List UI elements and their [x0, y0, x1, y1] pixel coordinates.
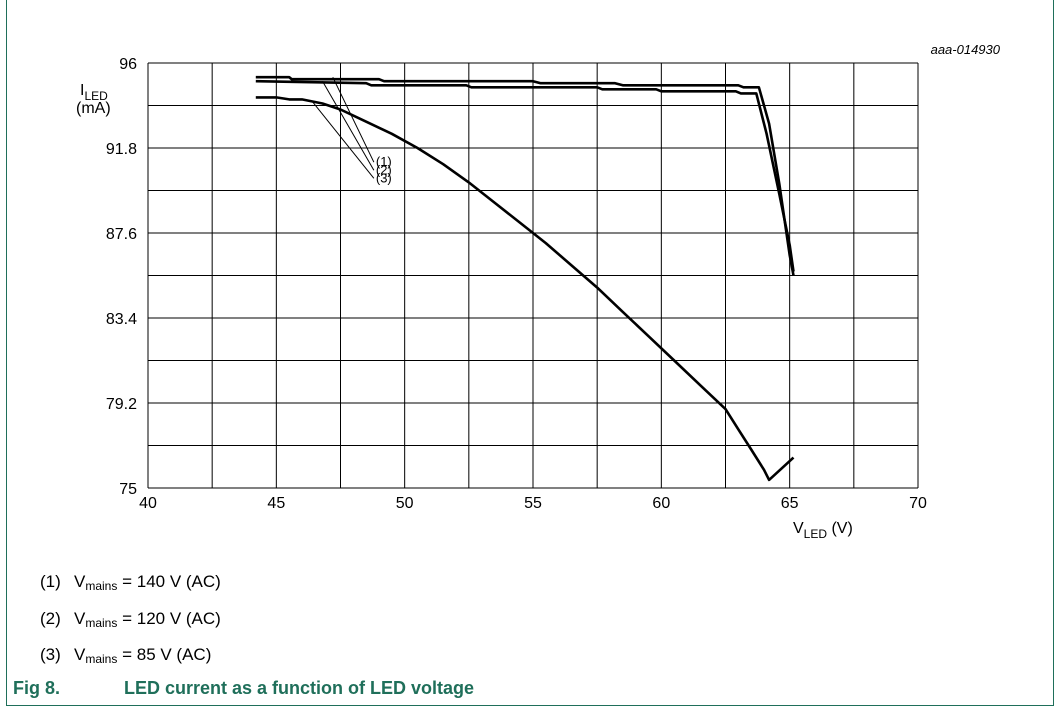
- x-tick-label: 55: [524, 495, 542, 512]
- x-tick-label: 45: [267, 495, 285, 512]
- legend-subscript: mains: [85, 579, 118, 593]
- legend-symbol: V: [74, 609, 86, 628]
- legend-item-1: (1) Vmains = 140 V (AC): [40, 572, 221, 592]
- legend-item-3: (3) Vmains = 85 V (AC): [40, 645, 211, 665]
- legend-number: (1): [40, 572, 61, 591]
- figure-id: aaa-014930: [931, 42, 1001, 57]
- x-tick-label: 40: [139, 495, 157, 512]
- figure-title: LED current as a function of LED voltage: [124, 678, 475, 698]
- series-line-2: [255, 79, 795, 272]
- y-axis-unit: (mA): [76, 100, 111, 117]
- x-tick-label: 70: [909, 495, 927, 512]
- series-line-1: [255, 75, 795, 276]
- y-tick-label: 83.4: [106, 311, 137, 328]
- x-tick-label: 50: [396, 495, 414, 512]
- legend-text: = 85 V (AC): [117, 645, 212, 664]
- annotation-label-2: (2): [376, 162, 392, 177]
- y-tick-label: 91.8: [106, 141, 137, 158]
- series-lines: [255, 75, 795, 482]
- legend-symbol: V: [74, 645, 86, 664]
- x-tick-label: 60: [652, 495, 670, 512]
- y-axis-label: ILED: [80, 82, 108, 103]
- legend-item-2: (2) Vmains = 120 V (AC): [40, 609, 221, 629]
- figure-caption: Fig 8. LED current as a function of LED v…: [13, 678, 474, 699]
- y-tick-label: 79.2: [106, 396, 137, 413]
- series-annotations: (1)(2)(3): [311, 76, 392, 185]
- annotation-label-1: (1): [376, 154, 392, 169]
- series-line-3: [255, 96, 795, 482]
- annotation-leader-2: [322, 80, 375, 171]
- y-tick-label: 87.6: [106, 226, 137, 243]
- legend-number: (2): [40, 609, 61, 628]
- y-tick-label: 96: [119, 56, 137, 73]
- figure-number: Fig 8.: [13, 678, 61, 698]
- chart: (1)(2)(3) 40 45 50 55 60 65 70 75 79.2 83.4 87.6 91…: [76, 42, 1001, 541]
- legend-subscript: mains: [85, 616, 118, 630]
- legend-number: (3): [40, 645, 61, 664]
- grid: [147, 62, 919, 489]
- annotation-leader-1: [332, 76, 375, 163]
- figure-frame: [6, 0, 1054, 706]
- x-tick-label: 65: [781, 495, 799, 512]
- legend-subscript: mains: [85, 652, 118, 666]
- annotation-leader-3: [311, 101, 375, 179]
- legend-symbol: V: [74, 572, 86, 591]
- legend-text: = 140 V (AC): [117, 572, 221, 591]
- x-axis-label: VLED (V): [793, 520, 853, 541]
- annotation-label-3: (3): [376, 170, 392, 185]
- tick-labels: 40 45 50 55 60 65 70 75 79.2 83.4 87.6 91.8 96: [106, 56, 927, 512]
- y-tick-label: 75: [119, 481, 137, 498]
- legend-text: = 120 V (AC): [117, 609, 221, 628]
